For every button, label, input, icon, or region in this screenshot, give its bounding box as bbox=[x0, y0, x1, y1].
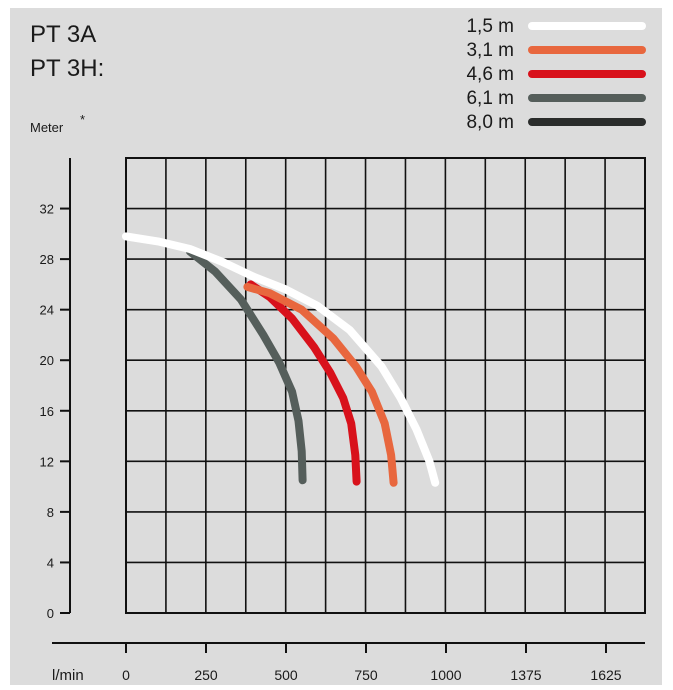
x-tick-label: 0 bbox=[122, 667, 130, 683]
y-tick-label: 32 bbox=[40, 202, 54, 217]
x-tick-label: 1375 bbox=[510, 667, 541, 683]
y-axis-label-text: Meter bbox=[30, 120, 64, 135]
x-tick-label: 1625 bbox=[590, 667, 621, 683]
title-line-1: PT 3A bbox=[30, 21, 96, 48]
curves bbox=[122, 232, 440, 487]
y-tick-label: 0 bbox=[47, 606, 54, 621]
series-line bbox=[122, 232, 440, 487]
y-tick-label: 4 bbox=[47, 555, 54, 570]
plot-grid bbox=[125, 157, 646, 614]
pump-curve-chart: PT 3A PT 3H: Meter * 1,5 m 3,1 m 4,6 m 6,1 … bbox=[30, 16, 646, 684]
series-line bbox=[243, 282, 398, 487]
y-tick-label: 16 bbox=[40, 404, 54, 419]
x-tick-label: 750 bbox=[354, 667, 378, 683]
y-tick-label: 12 bbox=[40, 454, 54, 469]
legend-label: 8,0 m bbox=[466, 112, 514, 133]
x-axis: l/min 0 250 500 750 1000 1375 1625 bbox=[52, 642, 645, 684]
y-tick-label: 8 bbox=[47, 505, 54, 520]
x-tick-label: 1000 bbox=[430, 667, 461, 683]
title-line-2: PT 3H: bbox=[30, 55, 104, 82]
y-tick-label: 24 bbox=[40, 303, 54, 318]
series-line bbox=[185, 247, 307, 485]
chart-title: PT 3A PT 3H: bbox=[30, 21, 104, 82]
legend-label: 1,5 m bbox=[466, 16, 514, 37]
y-axis-label: Meter * bbox=[30, 112, 85, 135]
x-tick-label: 500 bbox=[274, 667, 298, 683]
x-tick-label: 250 bbox=[194, 667, 218, 683]
legend-label: 4,6 m bbox=[466, 64, 514, 85]
y-tick-label: 20 bbox=[40, 353, 54, 368]
plot-border bbox=[125, 157, 646, 614]
chart-panel: PT 3A PT 3H: Meter * 1,5 m 3,1 m 4,6 m 6,1 … bbox=[10, 8, 662, 685]
legend: 1,5 m 3,1 m 4,6 m 6,1 m 8,0 m bbox=[466, 16, 646, 133]
x-axis-label: l/min bbox=[52, 667, 84, 684]
series-line bbox=[246, 280, 361, 486]
legend-label: 3,1 m bbox=[466, 40, 514, 61]
y-tick-label: 28 bbox=[40, 252, 54, 267]
legend-label: 6,1 m bbox=[466, 88, 514, 109]
y-axis-label-mark: * bbox=[80, 112, 85, 127]
y-axis: 0 4 8 12 16 20 24 28 32 bbox=[40, 158, 71, 621]
